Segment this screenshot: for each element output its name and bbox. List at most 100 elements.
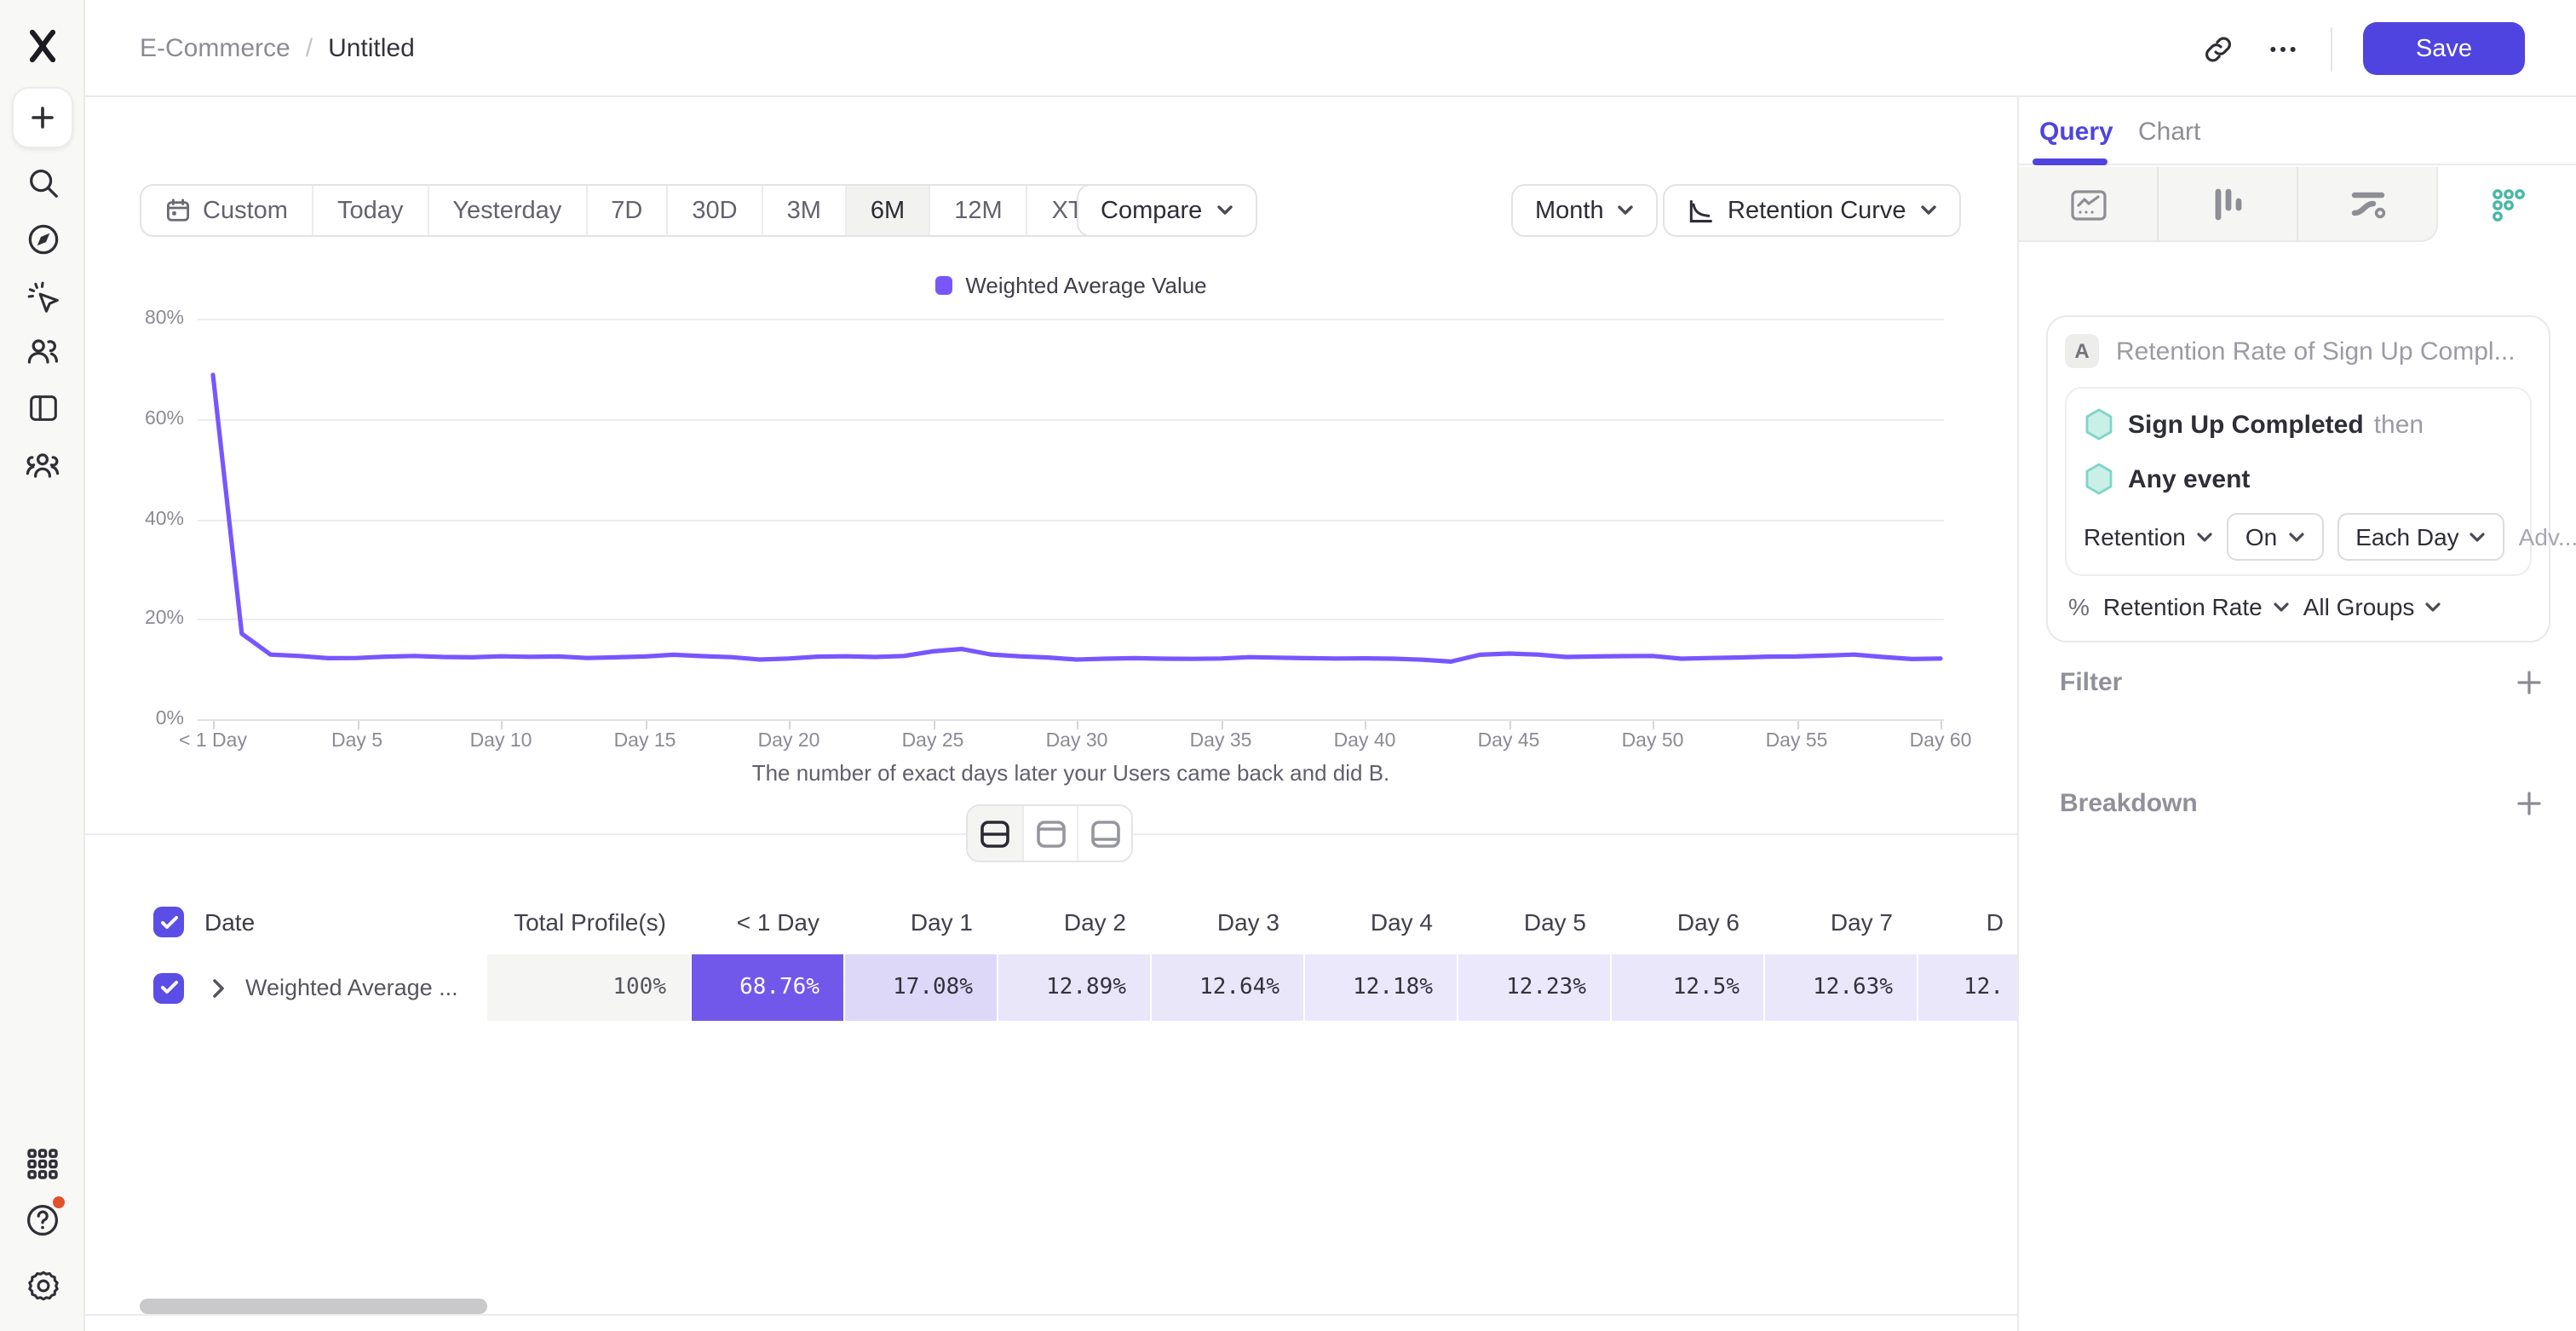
granularity-label: Month xyxy=(1535,197,1604,224)
layout-split-toggle[interactable] xyxy=(968,806,1022,861)
users-icon[interactable] xyxy=(0,332,85,370)
column-header-0[interactable]: Total Profile(s) xyxy=(514,908,666,936)
explore-compass-icon[interactable] xyxy=(0,220,85,257)
table-header-row: Date Total Profile(s) < 1 Day Day 1 Day 2 Da… xyxy=(140,890,2017,954)
range-6m[interactable]: 6M xyxy=(846,186,931,235)
horizontal-scrollbar-thumb[interactable] xyxy=(140,1299,487,1314)
y-axis-tick-label: 60% xyxy=(144,408,184,429)
date-column-header[interactable]: Date xyxy=(204,908,256,936)
retention-type-dropdown[interactable]: Retention xyxy=(2084,523,2213,550)
help-icon[interactable] xyxy=(0,1194,85,1244)
filter-section: Filter xyxy=(2060,663,2542,700)
retention-line-chart[interactable] xyxy=(198,302,1944,748)
layout-table-only-toggle[interactable] xyxy=(1077,806,1131,861)
tab-query[interactable]: Query xyxy=(2039,117,2113,146)
settings-gear-icon[interactable] xyxy=(0,1266,85,1304)
value-cell-2: 17.08% xyxy=(843,954,997,1021)
copy-link-icon[interactable] xyxy=(2201,32,2235,66)
report-type-flows-icon[interactable] xyxy=(2298,167,2438,242)
on-dropdown[interactable]: On xyxy=(2226,513,2324,561)
column-header-6[interactable]: Day 5 xyxy=(1523,908,1586,936)
groups-label: All Groups xyxy=(2303,593,2415,620)
more-options-icon[interactable] xyxy=(2266,32,2300,66)
range-yesterday[interactable]: Yesterday xyxy=(428,186,588,235)
y-axis-tick-label: 0% xyxy=(155,709,184,729)
breakdown-label: Breakdown xyxy=(2060,788,2198,817)
row-expander-chevron[interactable] xyxy=(211,977,225,998)
range-7d[interactable]: 7D xyxy=(587,186,669,235)
x-axis-tick-label: Day 5 xyxy=(331,731,383,752)
chart-type-dropdown[interactable]: Retention Curve xyxy=(1663,184,1961,237)
report-type-insights-icon[interactable] xyxy=(2019,167,2159,242)
breadcrumb-page-title[interactable]: Untitled xyxy=(328,34,415,63)
x-axis-tick xyxy=(213,721,215,729)
report-type-retention-icon[interactable] xyxy=(2438,167,2576,242)
column-header-9[interactable]: D xyxy=(1986,908,2004,936)
search-icon[interactable] xyxy=(0,164,85,201)
retention-type-label: Retention xyxy=(2084,523,2186,550)
filter-label: Filter xyxy=(2060,667,2123,696)
chart-type-label: Retention Curve xyxy=(1728,197,1906,224)
save-button[interactable]: Save xyxy=(2363,22,2525,75)
tab-chart[interactable]: Chart xyxy=(2138,117,2201,146)
events-cursor-icon[interactable] xyxy=(0,278,85,315)
step-title[interactable]: Retention Rate of Sign Up Compl... xyxy=(2116,337,2516,366)
value-cell-5: 12.18% xyxy=(1303,954,1457,1021)
new-report-button[interactable] xyxy=(12,87,73,148)
x-axis-tick-label: Day 35 xyxy=(1189,731,1252,752)
column-header-2[interactable]: Day 1 xyxy=(910,908,973,936)
return-event-label: Any event xyxy=(2128,464,2251,493)
range-3m[interactable]: 3M xyxy=(763,186,847,235)
advanced-dropdown[interactable]: Adv... xyxy=(2519,523,2576,550)
add-filter-button[interactable] xyxy=(2516,669,2542,694)
measure-dropdown[interactable]: Retention Rate xyxy=(2103,593,2290,620)
mixpanel-logo-icon[interactable] xyxy=(0,22,85,70)
query-step-card: A Retention Rate of Sign Up Compl... Sig… xyxy=(2046,315,2576,642)
step-badge: A xyxy=(2065,334,2099,368)
layout-chart-only-toggle[interactable] xyxy=(1022,806,1077,861)
range-30d[interactable]: 30D xyxy=(668,186,763,235)
x-axis-tick-label: Day 20 xyxy=(757,731,820,752)
each-day-dropdown[interactable]: Each Day xyxy=(2337,513,2505,561)
x-axis-tick xyxy=(1797,721,1798,729)
row-label: Weighted Average ... xyxy=(245,975,458,1000)
boards-icon[interactable] xyxy=(0,389,85,426)
granularity-dropdown[interactable]: Month xyxy=(1511,184,1659,237)
column-header-1[interactable]: < 1 Day xyxy=(736,908,819,936)
report-type-funnels-icon[interactable] xyxy=(2159,167,2298,242)
return-event-row[interactable]: Any event xyxy=(2084,457,2513,501)
groups-dropdown[interactable]: All Groups xyxy=(2303,593,2442,620)
add-breakdown-button[interactable] xyxy=(2516,790,2542,815)
value-cell-3: 12.89% xyxy=(997,954,1150,1021)
breadcrumb-project[interactable]: E-Commerce xyxy=(140,34,290,63)
range-custom[interactable]: Custom xyxy=(141,186,313,235)
calendar-icon xyxy=(166,199,190,222)
report-type-strip xyxy=(2019,167,2576,242)
x-axis-tick-label: Day 30 xyxy=(1045,731,1108,752)
topbar-divider xyxy=(2331,26,2332,71)
first-event-row[interactable]: Sign Up Completed then xyxy=(2084,402,2513,447)
retention-curve-icon xyxy=(1689,199,1712,222)
x-axis-tick-label: Day 15 xyxy=(613,731,676,752)
column-header-8[interactable]: Day 7 xyxy=(1830,908,1893,936)
x-axis-tick xyxy=(1941,721,1942,729)
select-all-checkbox[interactable] xyxy=(153,907,184,937)
breadcrumb-separator: / xyxy=(305,34,313,63)
column-header-7[interactable]: Day 6 xyxy=(1676,908,1739,936)
breakdown-section: Breakdown xyxy=(2060,784,2542,821)
compare-dropdown[interactable]: Compare xyxy=(1077,184,1257,237)
query-builder-panel: Query Chart A Retention Rate xyxy=(2017,97,2576,1331)
gridline xyxy=(198,418,1944,421)
cohorts-icon[interactable] xyxy=(0,447,85,484)
row-checkbox[interactable] xyxy=(153,972,184,1003)
apps-grid-icon[interactable] xyxy=(0,1145,85,1183)
gridline xyxy=(198,619,1944,621)
x-axis-tick-label: Day 25 xyxy=(901,731,964,752)
column-header-5[interactable]: Day 4 xyxy=(1370,908,1433,936)
range-12m[interactable]: 12M xyxy=(930,186,1028,235)
x-axis-tick-label: Day 55 xyxy=(1765,731,1828,752)
column-header-4[interactable]: Day 3 xyxy=(1216,908,1279,936)
range-today[interactable]: Today xyxy=(313,186,429,235)
panel-tab-bar: Query Chart xyxy=(2019,97,2576,165)
column-header-3[interactable]: Day 2 xyxy=(1063,908,1126,936)
